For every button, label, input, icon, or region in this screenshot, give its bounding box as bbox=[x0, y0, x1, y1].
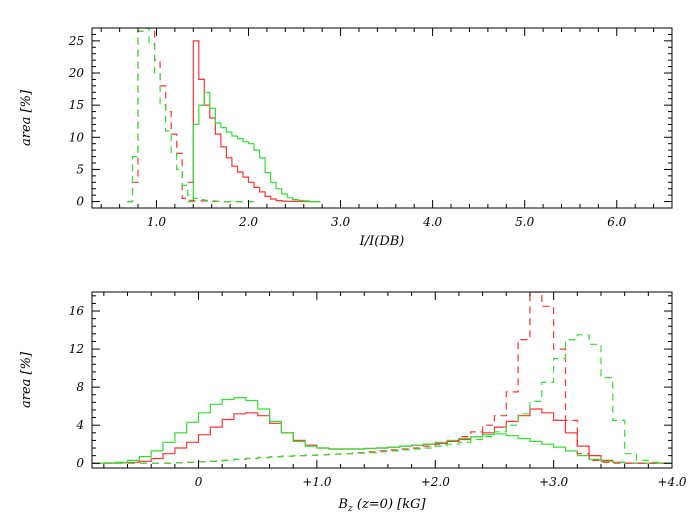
y-tick-label: 5 bbox=[76, 162, 84, 176]
x-tick-label: 2.0 bbox=[238, 215, 258, 229]
top-histogram-panel: 1.0 2.0 3.0 4.0 5.0 6.0 0 5 10 15 20 25 area [%] I/I(… bbox=[19, 27, 673, 249]
x-axis-title: Bz (z=0) [kG] bbox=[337, 497, 426, 514]
series-1-3-dashed-line bbox=[92, 334, 672, 464]
y-tick-label: 0 bbox=[76, 456, 84, 470]
x-tick-label: 1.0 bbox=[147, 215, 166, 229]
x-axis-title: I/I(DB) bbox=[359, 234, 405, 249]
y-tick-label: 10 bbox=[69, 130, 85, 144]
series-0-1-solid-line bbox=[187, 91, 321, 203]
x-tick-label: 0 bbox=[195, 475, 203, 489]
x-tick-label: 5.0 bbox=[515, 215, 534, 229]
y-tick-label: 25 bbox=[68, 34, 84, 48]
series-0-3-dashed-line bbox=[127, 28, 254, 203]
x-tick-label: +3.0 bbox=[539, 475, 569, 489]
y-tick-label: 8 bbox=[76, 380, 84, 394]
plot-frame bbox=[91, 27, 673, 209]
series-0-0-solid-line bbox=[187, 40, 321, 203]
x-tick-label: +1.0 bbox=[302, 475, 332, 489]
x-tick-label: +4.0 bbox=[657, 475, 687, 489]
x-tick-label: 3.0 bbox=[331, 215, 350, 229]
bottom-histogram-panel: 0 +1.0 +2.0 +3.0 +4.0 0 4 8 12 16 area [%] Bz (z=0)… bbox=[19, 291, 687, 514]
series-0-2-dashed-line bbox=[127, 28, 254, 203]
series-1-2-dashed-line bbox=[92, 292, 672, 464]
y-tick-label: 16 bbox=[69, 304, 85, 318]
y-axis-title: area [%] bbox=[19, 351, 34, 408]
y-tick-label: 12 bbox=[69, 342, 84, 356]
series-1-1-solid-line bbox=[92, 397, 672, 464]
x-tick-label: 4.0 bbox=[422, 215, 442, 229]
y-tick-label: 20 bbox=[68, 66, 85, 80]
plot-frame bbox=[91, 291, 673, 469]
x-tick-label: 6.0 bbox=[607, 215, 626, 229]
y-tick-label: 15 bbox=[69, 98, 84, 112]
x-tick-label: +2.0 bbox=[421, 475, 451, 489]
y-tick-label: 4 bbox=[75, 418, 84, 432]
y-tick-label: 0 bbox=[76, 195, 84, 209]
y-axis-title: area [%] bbox=[19, 89, 34, 146]
